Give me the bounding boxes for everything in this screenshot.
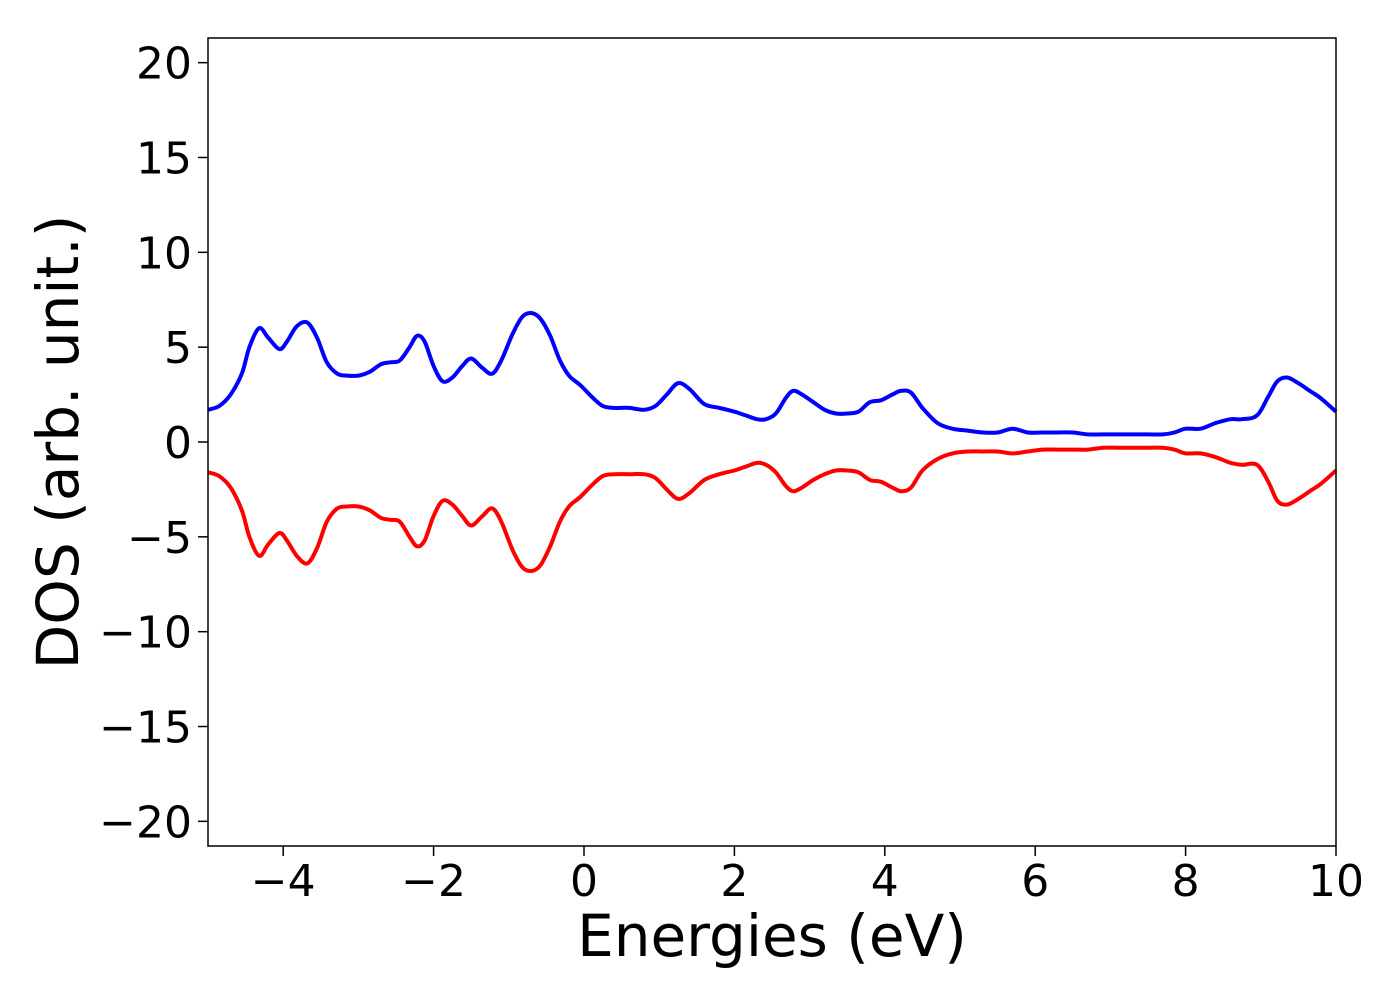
y-tick-label: −5 [127, 513, 192, 564]
x-tick-label: 8 [1172, 856, 1200, 907]
x-tick-label: 0 [570, 856, 598, 907]
y-tick-label: 0 [164, 418, 192, 469]
x-axis-title: Energies (eV) [577, 902, 967, 970]
y-tick-label: 15 [136, 133, 192, 184]
x-tick-label: −2 [401, 856, 466, 907]
y-tick-label: −10 [99, 608, 192, 659]
x-tick-label: 6 [1021, 856, 1049, 907]
plot-lines [207, 310, 1338, 574]
x-tick-label: 10 [1308, 856, 1364, 907]
y-tick-label: −15 [99, 703, 192, 754]
y-tick-label: −20 [99, 797, 192, 848]
x-tick-label: 2 [720, 856, 748, 907]
x-axis-ticks: −4 −2 0 2 4 6 8 10 [251, 846, 1364, 907]
y-axis-title: DOS (arb. unit.) [24, 215, 92, 670]
y-tick-label: 5 [164, 323, 192, 374]
y-axis-ticks: −20 −15 −10 −5 0 5 10 15 20 [99, 39, 208, 848]
series-line-spin-up [207, 310, 1338, 437]
y-tick-label: 10 [136, 228, 192, 279]
x-tick-label: 4 [871, 856, 899, 907]
y-tick-label: 20 [136, 39, 192, 90]
x-tick-label: −4 [251, 856, 316, 907]
series-line-spin-down [207, 445, 1338, 574]
